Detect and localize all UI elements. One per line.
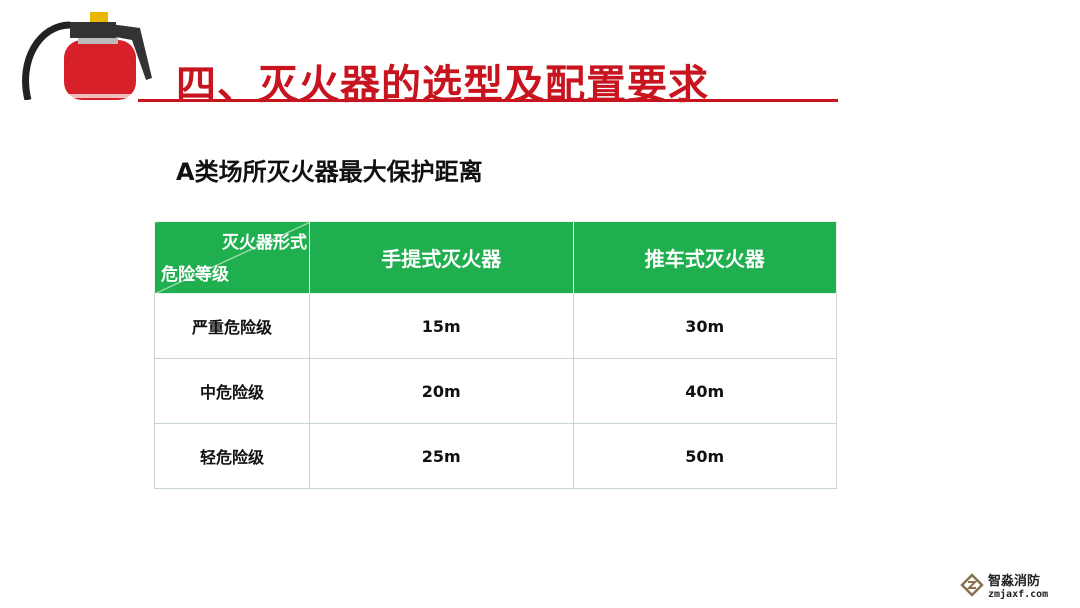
row-header: 严重危险级 <box>154 293 310 359</box>
watermark-logo-icon <box>960 573 984 597</box>
watermark: 智淼消防 zmjaxf.com <box>960 570 1048 600</box>
corner-header-cell: 灭火器形式 危险等级 <box>154 221 310 294</box>
table-cell: 20m <box>309 358 574 424</box>
table-row: 轻危险级 25m 50m <box>154 423 837 489</box>
header-row: 灭火器形式 危险等级 手提式灭火器 推车式灭火器 <box>154 221 837 294</box>
corner-bottom-label: 危险等级 <box>161 265 229 285</box>
watermark-name: 智淼消防 <box>988 574 1041 589</box>
fire-extinguisher-image <box>22 12 152 100</box>
corner-top-label: 灭火器形式 <box>222 233 307 253</box>
watermark-url: zmjaxf.com <box>988 589 1049 600</box>
column-header: 手提式灭火器 <box>309 221 574 294</box>
protection-distance-table: 灭火器形式 危险等级 手提式灭火器 推车式灭火器 严重危险级 15m 30m 中… <box>154 221 837 489</box>
table-row: 严重危险级 15m 30m <box>154 293 837 359</box>
row-header: 轻危险级 <box>154 423 310 489</box>
column-header: 推车式灭火器 <box>572 221 837 294</box>
table-caption: A类场所灭火器最大保护距离 <box>176 158 483 186</box>
table-cell: 30m <box>572 293 837 359</box>
title-underline <box>138 99 838 102</box>
table-cell: 50m <box>572 423 837 489</box>
table-cell: 25m <box>309 423 574 489</box>
table-row: 中危险级 20m 40m <box>154 358 837 424</box>
row-header: 中危险级 <box>154 358 310 424</box>
table-cell: 15m <box>309 293 574 359</box>
table-cell: 40m <box>572 358 837 424</box>
